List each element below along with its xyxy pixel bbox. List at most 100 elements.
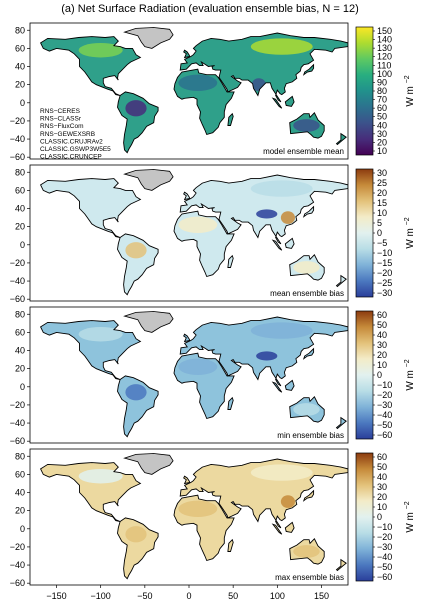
- lat-tick-label: 40: [15, 488, 25, 498]
- colorbar-tick-label: 0: [377, 370, 382, 380]
- coastline-newZealand: [335, 274, 347, 288]
- panel-label: mean ensemble bias: [270, 289, 344, 298]
- coastline-southAmerica: [117, 517, 159, 580]
- coastline-indonesia: [271, 381, 283, 393]
- colorbar-tick-label: 150: [377, 26, 392, 36]
- colorbar-tick-label: −10: [377, 522, 392, 532]
- coastline-japan: [302, 205, 315, 218]
- lat-tick-label: 80: [15, 309, 25, 319]
- colorbar-tick-label: 10: [377, 208, 387, 218]
- colorbar-tick-label: 10: [377, 360, 387, 370]
- colorbar-tick-label: 50: [377, 462, 387, 472]
- dataset-legend: RNS−CERESRNS−CLASSrRNS−FluxComRNS−GEWEXS…: [40, 108, 111, 161]
- coastline-madagascar: [227, 254, 234, 268]
- coastline-japan: [302, 489, 315, 502]
- panel-label: min ensemble bias: [277, 431, 344, 440]
- coastline-borneo: [284, 237, 295, 249]
- lat-tick-label: 80: [15, 451, 25, 461]
- colorbar-tick-label: −30: [377, 400, 392, 410]
- colorbar-tick-label: 30: [377, 168, 387, 178]
- region-siberia: [250, 322, 313, 339]
- lat-tick-label: −20: [10, 116, 25, 126]
- coastline-britain: [183, 191, 191, 201]
- colorbar-tick-label: 40: [377, 330, 387, 340]
- colorbar-tick-label: 140: [377, 35, 392, 45]
- coastline-northAmerica: [40, 320, 142, 380]
- coastline-africa: [173, 68, 235, 136]
- lon-tick-label: 100: [270, 591, 285, 600]
- legend-entry: CLASSIC.GSWP3W5E5: [40, 146, 111, 153]
- colorbar-tick-label: 120: [377, 52, 392, 62]
- colorbar-tick-label: 20: [377, 350, 387, 360]
- colorbar-tick-label: 40: [377, 120, 387, 130]
- lat-tick-label: 0: [20, 382, 25, 392]
- colorbar: [355, 452, 374, 582]
- coastline-indonesia: [271, 523, 283, 535]
- lat-tick-label: 40: [15, 204, 25, 214]
- colorbar-tick-label: −50: [377, 420, 392, 430]
- panel-label: model ensemble mean: [263, 147, 344, 156]
- colorbar-tick-label: −30: [377, 288, 392, 298]
- map-panel-1: 80 60 40 20 0 −20 −40 −60 model ensemble mean 150…: [10, 22, 416, 162]
- region-amazon: [125, 384, 147, 401]
- region-tibet: [256, 351, 278, 361]
- lon-tick-label: −150: [46, 591, 66, 600]
- colorbar-tick-label: 50: [377, 320, 387, 330]
- coastline-newZealand: [335, 132, 347, 146]
- region-china: [280, 211, 295, 224]
- lon-tick-label: 50: [228, 591, 238, 600]
- colorbar-tick-label: −10: [377, 248, 392, 258]
- legend-entry: RNS−CERES: [40, 108, 81, 115]
- map-frame: [29, 164, 349, 302]
- colorbar-tick-label: −25: [377, 278, 392, 288]
- coastline-madagascar: [227, 112, 234, 126]
- region-siberia: [250, 180, 313, 197]
- coastline-madagascar: [227, 396, 234, 410]
- colorbar-tick-label: 0: [377, 228, 382, 238]
- lat-tick-label: 20: [15, 506, 25, 516]
- colorbar-tick-label: 60: [377, 103, 387, 113]
- colorbar-tick-label: 130: [377, 43, 392, 53]
- legend-entry: RNS−FluxCom: [40, 123, 84, 130]
- coastline-borneo: [284, 379, 295, 391]
- map-frame: [29, 22, 349, 160]
- region-sahara: [178, 216, 218, 233]
- coastline-northAmerica: [40, 178, 142, 238]
- colorbar: [355, 26, 374, 156]
- coastline-northAmerica: [40, 36, 142, 96]
- colorbar-tick-label: 5: [377, 218, 382, 228]
- lon-tick-label: 0: [186, 591, 191, 600]
- lat-tick-label: 40: [15, 62, 25, 72]
- colorbar-units: W m −2: [404, 217, 416, 248]
- region-canada: [78, 326, 123, 342]
- region-amazon: [125, 100, 147, 117]
- lat-tick-label: 60: [15, 327, 25, 337]
- coastline-newZealand: [335, 416, 347, 430]
- lat-tick-label: 60: [15, 43, 25, 53]
- colorbar-tick-label: −5: [377, 238, 387, 248]
- lat-tick-label: −20: [10, 542, 25, 552]
- colorbar-tick-label: 10: [377, 146, 387, 156]
- coastline-africa: [173, 494, 235, 562]
- coastline-britain: [183, 333, 191, 343]
- region-amazon: [125, 242, 147, 259]
- colorbar-tick-label: −40: [377, 410, 392, 420]
- colorbar-tick-label: −40: [377, 552, 392, 562]
- lat-tick-label: 20: [15, 364, 25, 374]
- region-sahara: [178, 358, 218, 375]
- region-canada: [78, 468, 123, 484]
- lat-tick-label: −60: [10, 436, 25, 446]
- colorbar-tick-label: 30: [377, 482, 387, 492]
- lat-tick-label: 0: [20, 240, 25, 250]
- coastline-indonesia: [271, 97, 283, 109]
- region-sahara: [178, 74, 218, 91]
- lat-tick-label: −60: [10, 152, 25, 162]
- lat-tick-label: 20: [15, 80, 25, 90]
- lat-tick-label: −60: [10, 294, 25, 304]
- coastline-madagascar: [227, 538, 234, 552]
- longitude-axis: −150 −100 −50 0 50 100 150: [46, 585, 329, 600]
- lat-tick-label: 80: [15, 167, 25, 177]
- colorbar-tick-label: 70: [377, 95, 387, 105]
- colorbar-tick-label: 20: [377, 188, 387, 198]
